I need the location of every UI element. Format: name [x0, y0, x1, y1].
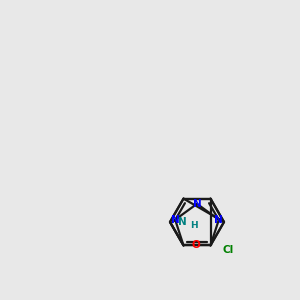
- Text: N: N: [214, 215, 223, 225]
- Text: N: N: [171, 215, 179, 225]
- Text: Cl: Cl: [223, 245, 234, 255]
- Text: O: O: [192, 240, 200, 250]
- Text: N: N: [178, 217, 187, 227]
- Text: H: H: [190, 220, 198, 230]
- Text: N: N: [193, 199, 201, 209]
